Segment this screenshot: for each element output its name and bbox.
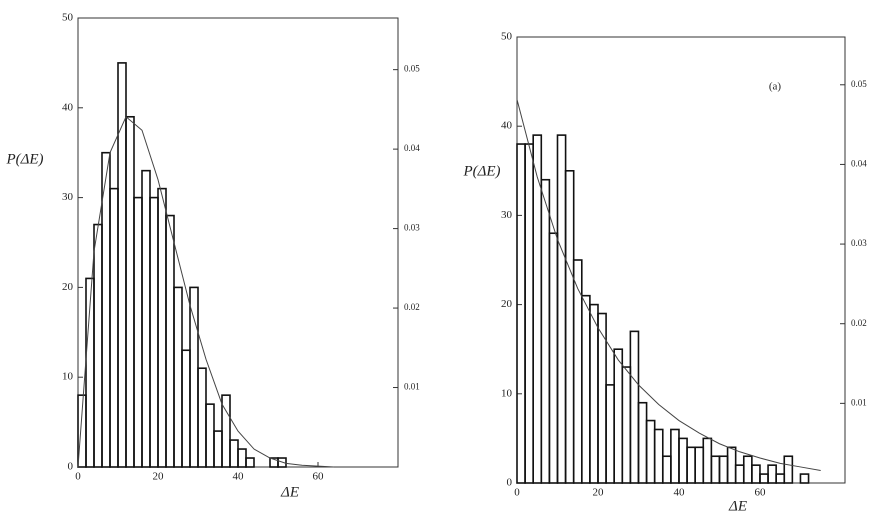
histogram-bar — [775, 473, 786, 484]
histogram-bar — [686, 446, 696, 484]
y-tick-label: 0 — [68, 461, 74, 473]
histogram-bar — [653, 428, 664, 484]
annotation: (a) — [769, 81, 782, 93]
histogram-bar — [181, 349, 191, 468]
y2-tick-label: 0.03 — [404, 223, 420, 233]
y-tick-label: 40 — [62, 101, 74, 113]
y-tick-label: 10 — [501, 387, 513, 399]
fit-curve — [77, 115, 335, 468]
x-tick-label: 40 — [673, 487, 685, 499]
histogram-bar — [197, 367, 207, 468]
histogram-bar — [702, 437, 713, 484]
y-tick-label: 20 — [501, 298, 513, 310]
histogram-bar — [117, 62, 127, 468]
y2-tick-label: 0.02 — [851, 318, 867, 328]
histogram-bar — [157, 187, 167, 468]
histogram-bar — [109, 187, 119, 468]
histogram-bar — [726, 446, 737, 484]
x-axis-label: ΔE — [728, 498, 747, 514]
histogram-bar — [783, 455, 794, 484]
y2-tick-label: 0.04 — [404, 143, 420, 153]
histogram-bar — [548, 232, 559, 484]
histogram-bar — [189, 286, 199, 468]
histogram-bar — [540, 178, 551, 484]
histogram-bar — [245, 457, 255, 468]
y2-tick-label: 0.01 — [404, 382, 420, 392]
histogram-bar — [742, 455, 753, 484]
histogram-bar — [661, 455, 672, 484]
y-tick-label: 50 — [62, 12, 74, 24]
y2-tick-label: 0.05 — [851, 79, 867, 89]
histogram-bar — [670, 428, 680, 484]
histogram-bar — [229, 439, 239, 468]
histogram-bar — [101, 151, 111, 468]
histogram-bar — [694, 446, 705, 484]
histogram-bar — [213, 430, 223, 468]
histogram-bar — [613, 348, 624, 484]
histogram-bar — [133, 196, 143, 468]
histogram-bar — [637, 401, 648, 484]
y-axis-label: P(ΔE) — [462, 163, 500, 179]
y-tick-label: 0 — [507, 477, 513, 489]
histogram-bar — [678, 437, 688, 484]
y-tick-label: 40 — [501, 120, 513, 132]
y2-tick-label: 0.02 — [404, 302, 420, 312]
x-tick-label: 60 — [754, 487, 766, 499]
y-tick-label: 30 — [62, 191, 74, 203]
histogram-bar — [767, 464, 777, 484]
x-tick-label: 40 — [233, 471, 245, 483]
histogram-bar — [605, 384, 615, 484]
histogram-bar — [165, 214, 175, 468]
x-tick-label: 20 — [592, 487, 604, 499]
histogram-bar — [524, 143, 534, 484]
histogram-bar — [645, 419, 656, 484]
y-axis-label: P(ΔE) — [5, 151, 43, 167]
histogram-bar — [621, 366, 632, 484]
histogram-bar — [516, 143, 526, 484]
histogram-bar — [205, 403, 215, 468]
histogram-bar — [564, 170, 575, 484]
y-tick-label: 10 — [62, 371, 74, 383]
histogram-bar — [556, 134, 567, 484]
x-axis-label: ΔE — [280, 484, 299, 500]
histogram-bar — [759, 473, 769, 484]
histogram-bar — [629, 330, 640, 484]
y2-tick-label: 0.05 — [404, 64, 420, 74]
fit-curve — [516, 99, 821, 472]
y2-tick-label: 0.04 — [851, 158, 867, 168]
histogram-bar — [718, 455, 729, 484]
histogram-bar — [149, 196, 159, 468]
y-tick-label: 50 — [501, 31, 513, 43]
y2-tick-label: 0.03 — [851, 238, 867, 248]
histogram-bar — [141, 169, 151, 468]
y-tick-label: 20 — [62, 281, 74, 293]
histogram-bar — [734, 464, 745, 484]
y2-tick-label: 0.01 — [851, 397, 867, 407]
histogram-bar — [799, 473, 810, 484]
histogram-bar — [710, 455, 721, 484]
histogram-bar — [93, 223, 103, 468]
histogram-bar — [589, 303, 599, 484]
x-tick-label: 60 — [313, 471, 325, 483]
x-tick-label: 20 — [153, 471, 165, 483]
y-tick-label: 30 — [501, 209, 513, 221]
histogram-bar — [580, 294, 591, 484]
histogram-bar — [277, 457, 287, 468]
histogram-bar — [173, 286, 183, 468]
histogram-bar — [751, 464, 761, 484]
histogram-bar — [237, 448, 247, 468]
histogram-bar — [125, 115, 135, 468]
x-tick-label: 0 — [514, 487, 520, 499]
histogram-bar — [221, 394, 231, 468]
x-tick-label: 0 — [75, 471, 81, 483]
